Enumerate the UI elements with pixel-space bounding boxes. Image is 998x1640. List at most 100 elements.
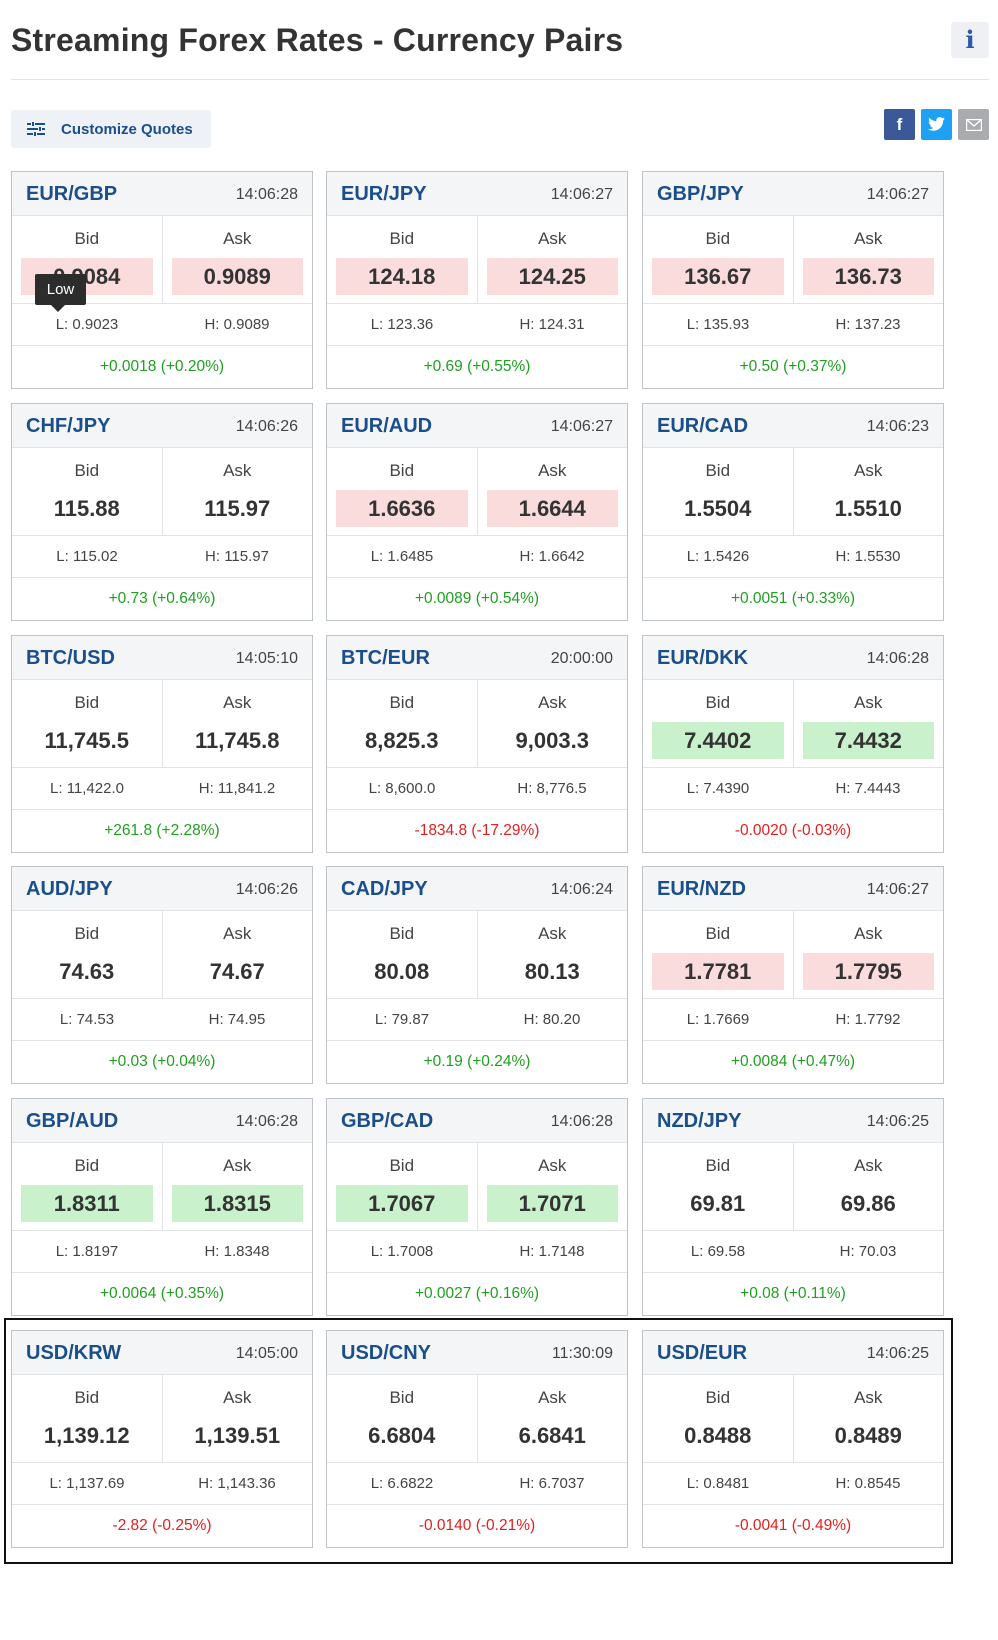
ask-column: Ask 1.6644 <box>476 448 628 535</box>
change-value: +0.0064 (+0.35%) <box>99 1285 225 1302</box>
currency-pair-link[interactable]: USD/KRW <box>26 1342 122 1364</box>
low-high-row: L: 8,600.0 H: 8,776.5 <box>327 768 627 810</box>
currency-pair-link[interactable]: GBP/JPY <box>657 183 744 205</box>
quote-time: 14:06:28 <box>866 650 929 667</box>
high-value: H: 1,143.36 <box>198 1475 276 1492</box>
currency-pair-link[interactable]: EUR/NZD <box>657 878 746 900</box>
currency-pair-link[interactable]: EUR/JPY <box>341 183 427 205</box>
quote-time: 20:00:00 <box>550 650 613 667</box>
share-buttons: f <box>884 109 989 140</box>
card-header: EUR/GBP 14:06:28 <box>12 172 312 216</box>
ask-value: 136.73 <box>802 258 934 295</box>
ask-label: Ask <box>538 229 567 248</box>
ask-value: 1.8315 <box>171 1185 303 1222</box>
quote-time: 14:06:25 <box>866 1345 929 1362</box>
low-value: L: 0.8481 <box>686 1475 750 1492</box>
bid-value: 1.6636 <box>336 490 468 527</box>
currency-pair-link[interactable]: BTC/EUR <box>341 647 430 669</box>
currency-pair-link[interactable]: USD/EUR <box>657 1342 748 1364</box>
low-high-row: L: 6.6822 H: 6.7037 <box>327 1463 627 1505</box>
page-title: Streaming Forex Rates - Currency Pairs <box>11 22 624 58</box>
bid-ask-row: Bid 1,139.12 Ask 1,139.51 <box>12 1375 312 1463</box>
quote-time: 14:06:25 <box>866 1113 929 1130</box>
bid-label: Bid <box>389 693 415 712</box>
currency-pair-link[interactable]: BTC/USD <box>26 647 115 669</box>
change-value: +0.08 (+0.11%) <box>740 1285 846 1302</box>
currency-pair-link[interactable]: USD/CNY <box>341 1342 432 1364</box>
quote-time: 11:30:09 <box>551 1345 613 1362</box>
bid-label: Bid <box>74 693 100 712</box>
bid-ask-row: Bid 1.7067 Ask 1.7071 <box>327 1143 627 1231</box>
currency-pair-link[interactable]: NZD/JPY <box>657 1110 742 1132</box>
ask-label: Ask <box>538 1388 567 1407</box>
card-header: USD/KRW 14:05:00 <box>12 1331 312 1375</box>
change-value: -1834.8 (-17.29%) <box>414 822 540 839</box>
high-value: H: 0.8545 <box>835 1475 901 1492</box>
bid-label: Bid <box>389 1388 415 1407</box>
quote-time: 14:06:27 <box>866 186 929 203</box>
currency-pair-link[interactable]: EUR/AUD <box>341 415 433 437</box>
facebook-icon[interactable]: f <box>884 109 915 140</box>
ask-column: Ask 80.13 <box>476 911 628 998</box>
low-value: L: 8,600.0 <box>368 780 436 797</box>
low-value: L: 79.87 <box>374 1011 430 1028</box>
bid-value: 1,139.12 <box>43 1423 130 1448</box>
low-high-row: L: 1.8197 H: 1.8348 <box>12 1231 312 1273</box>
info-icon[interactable]: i <box>951 22 989 58</box>
card-header: AUD/JPY 14:06:26 <box>12 867 312 911</box>
currency-pair-link[interactable]: CAD/JPY <box>341 878 428 900</box>
low-high-row: L: 115.02 H: 115.97 <box>12 536 312 578</box>
bid-label: Bid <box>389 461 415 480</box>
bid-ask-row: Bid 124.18 Ask 124.25 <box>327 216 627 304</box>
bid-column: Bid 74.63 <box>12 911 162 998</box>
email-icon[interactable] <box>958 109 989 140</box>
bid-column: Bid 0.8488 <box>643 1375 793 1462</box>
bid-ask-row: Bid 6.6804 Ask 6.6841 <box>327 1375 627 1463</box>
quote-card: EUR/NZD 14:06:27 Bid 1.7781 Ask 1.7795 L… <box>642 866 944 1084</box>
quote-time: 14:05:10 <box>235 650 298 667</box>
twitter-icon[interactable] <box>921 109 952 140</box>
ask-value: 1,139.51 <box>194 1423 281 1448</box>
card-header: EUR/JPY 14:06:27 <box>327 172 627 216</box>
bid-ask-row: Bid 11,745.5 Ask 11,745.8 <box>12 680 312 768</box>
low-value: L: 0.9023 <box>55 316 119 333</box>
change-value: +0.0084 (+0.47%) <box>730 1053 856 1070</box>
currency-pair-link[interactable]: GBP/CAD <box>341 1110 434 1132</box>
change-value: -0.0140 (-0.21%) <box>418 1517 536 1534</box>
bid-column: Bid 136.67 <box>643 216 793 303</box>
bid-column: Bid 6.6804 <box>327 1375 477 1462</box>
currency-pair-link[interactable]: GBP/AUD <box>26 1110 119 1132</box>
bid-label: Bid <box>389 229 415 248</box>
bid-value: 136.67 <box>652 258 784 295</box>
quote-card: EUR/GBP 14:06:28 Bid 0.9084 Ask 0.9089 L… <box>11 171 313 389</box>
bid-column: Bid 1.5504 <box>643 448 793 535</box>
bid-column: Bid 115.88 <box>12 448 162 535</box>
ask-value: 1.6644 <box>486 490 618 527</box>
card-header: CHF/JPY 14:06:26 <box>12 404 312 448</box>
currency-pair-link[interactable]: CHF/JPY <box>26 415 111 437</box>
customize-quotes-button[interactable]: Customize Quotes <box>11 110 211 148</box>
bid-value: 1.8311 <box>21 1185 153 1222</box>
bid-label: Bid <box>705 924 731 943</box>
toolbar: Customize Quotes f <box>11 109 989 148</box>
high-value: H: 1.5530 <box>835 548 901 565</box>
low-value: L: 74.53 <box>59 1011 115 1028</box>
card-header: BTC/EUR 20:00:00 <box>327 636 627 680</box>
change-value: +0.50 (+0.37%) <box>739 358 847 375</box>
change-value: -2.82 (-0.25%) <box>112 1517 212 1534</box>
bid-ask-row: Bid 136.67 Ask 136.73 <box>643 216 943 304</box>
ask-value: 6.6841 <box>518 1423 586 1448</box>
low-high-row: L: 79.87 H: 80.20 <box>327 999 627 1041</box>
currency-pair-link[interactable]: AUD/JPY <box>26 878 113 900</box>
currency-pair-link[interactable]: EUR/DKK <box>657 647 749 669</box>
ask-label: Ask <box>854 229 883 248</box>
card-header: BTC/USD 14:05:10 <box>12 636 312 680</box>
ask-column: Ask 1.5510 <box>792 448 944 535</box>
currency-pair-link[interactable]: EUR/CAD <box>657 415 749 437</box>
low-high-row: L: 11,422.0 H: 11,841.2 <box>12 768 312 810</box>
low-value: L: 1.8197 <box>55 1243 119 1260</box>
ask-label: Ask <box>223 1388 252 1407</box>
high-value: H: 124.31 <box>519 316 585 333</box>
currency-pair-link[interactable]: EUR/GBP <box>26 183 118 205</box>
low-high-row: L: 135.93 H: 137.23 <box>643 304 943 346</box>
